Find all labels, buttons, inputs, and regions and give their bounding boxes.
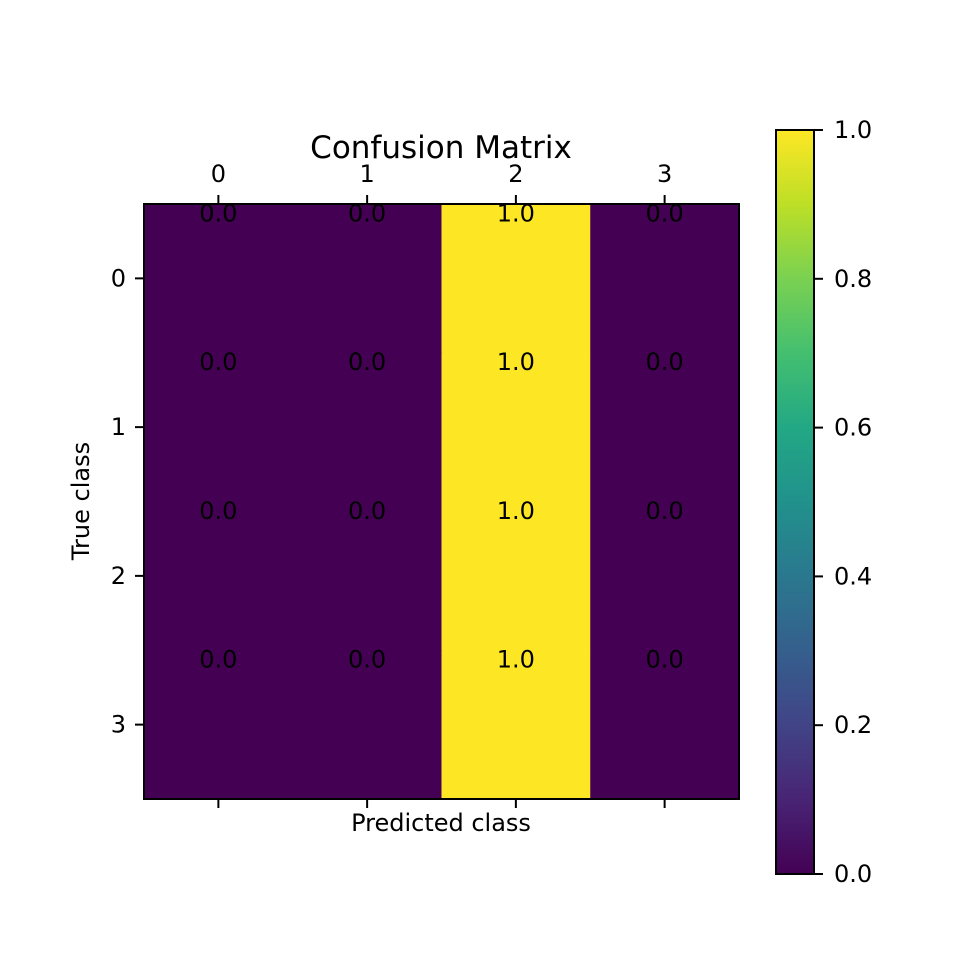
y-axis-label: True class [67, 442, 95, 561]
cell-value-label: 1.0 [497, 497, 535, 525]
heatmap-cell [292, 204, 442, 354]
heatmap-cell [144, 501, 294, 651]
x-tick-label: 0 [211, 160, 226, 188]
heatmap-cell [590, 352, 740, 502]
cell-value-label: 0.0 [348, 497, 386, 525]
cell-value-label: 0.0 [348, 348, 386, 376]
heatmap-cell [144, 204, 294, 354]
heatmap-cells [144, 204, 740, 800]
axis-ticks: 0 1 2 3 0 1 2 3 [111, 160, 672, 808]
cell-value-labels: 0.0 0.0 1.0 0.0 0.0 0.0 1.0 0.0 0.0 0.0 1.0 0.0 0.0 0… [199, 199, 683, 673]
x-tick-label: 3 [657, 160, 672, 188]
cell-value-label: 0.0 [199, 348, 237, 376]
heatmap-cell [292, 501, 442, 651]
heatmap-cell [590, 204, 740, 354]
cell-value-label: 0.0 [199, 497, 237, 525]
cell-value-label: 0.0 [646, 348, 684, 376]
cell-value-label: 0.0 [646, 199, 684, 227]
heatmap-cell [590, 501, 740, 651]
y-tick-label: 0 [111, 264, 126, 292]
heatmap-cell [292, 352, 442, 502]
colorbar-frame [775, 129, 815, 875]
cell-value-label: 0.0 [348, 646, 386, 674]
x-tick-label: 2 [508, 160, 523, 188]
heatmap-cell [292, 650, 442, 800]
plot-frame [143, 203, 740, 800]
heatmap-cell [144, 650, 294, 800]
cell-value-label: 0.0 [199, 646, 237, 674]
chart-title: Confusion Matrix [310, 130, 572, 166]
colorbar-tick-label: 0.6 [834, 414, 872, 442]
colorbar-tick-label: 0.4 [834, 562, 872, 590]
colorbar-tick-label: 1.0 [834, 116, 872, 144]
colorbar-tick-label: 0.8 [834, 265, 872, 293]
cell-value-label: 0.0 [646, 497, 684, 525]
y-tick-label: 2 [111, 562, 126, 590]
cell-value-label: 0.0 [199, 199, 237, 227]
cell-value-label: 1.0 [497, 199, 535, 227]
x-axis-label: Predicted class [351, 809, 531, 837]
heatmap-cell [144, 352, 294, 502]
cell-value-label: 0.0 [646, 646, 684, 674]
heatmap-cell [590, 650, 740, 800]
cell-value-label: 0.0 [348, 199, 386, 227]
heatmap-cell [441, 204, 591, 354]
colorbar-tick-label: 0.2 [834, 711, 872, 739]
x-tick-label: 1 [359, 160, 374, 188]
y-tick-label: 1 [111, 413, 126, 441]
colorbar-tick-label: 0.0 [834, 860, 872, 888]
y-tick-label: 3 [111, 711, 126, 739]
cell-value-label: 1.0 [497, 646, 535, 674]
heatmap-cell [441, 352, 591, 502]
colorbar-ticks: 0.0 0.2 0.4 0.6 0.8 1.0 [814, 116, 872, 888]
heatmap-cell [441, 650, 591, 800]
heatmap-cell [441, 501, 591, 651]
cell-value-label: 1.0 [497, 348, 535, 376]
colorbar-gradient [776, 130, 814, 874]
